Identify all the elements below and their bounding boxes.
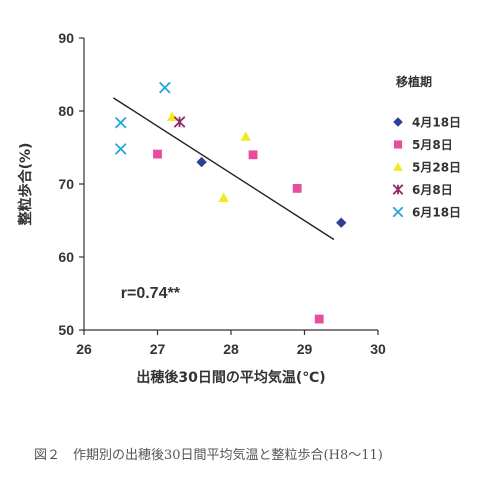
- data-points: [114, 81, 347, 324]
- y-tick-label: 70: [58, 176, 74, 192]
- y-axis-title: 整粒歩合(%): [17, 143, 34, 227]
- legend-marker-x: [392, 206, 404, 218]
- data-point-triangle: [240, 131, 251, 141]
- legend-marker-square: [393, 140, 403, 149]
- data-point-square: [314, 314, 324, 324]
- scatter-chart: 50 60 70 80 90 26 27 28 29 30 整粒歩合(%) 出穂後30日間の平均…: [17, 30, 461, 386]
- legend-entry-label: 4月18日: [412, 116, 461, 130]
- legend-title: 移植期: [396, 74, 432, 89]
- data-point-square: [248, 150, 258, 160]
- data-point-square: [153, 149, 162, 159]
- legend-entry-label: 6月18日: [412, 206, 461, 220]
- data-point-x: [114, 143, 127, 155]
- legend-marker-star: [392, 184, 404, 195]
- y-tick-label: 80: [58, 103, 74, 119]
- x-tick-label: 30: [370, 341, 386, 357]
- x-axis-title: 出穂後30日間の平均気温(℃): [136, 369, 325, 386]
- y-tick-label: 90: [58, 30, 74, 46]
- legend-marker-triangle: [393, 162, 403, 171]
- data-point-star: [173, 116, 186, 128]
- x-ticks: 26 27 28 29 30: [76, 330, 386, 357]
- data-point-square: [292, 183, 302, 193]
- x-tick-label: 28: [223, 341, 239, 357]
- data-point-diamond: [336, 217, 347, 228]
- trendline: [113, 97, 335, 241]
- legend-entry-label: 6月8日: [412, 183, 453, 197]
- correlation-annotation: r=0.74**: [121, 285, 181, 302]
- y-tick-label: 50: [58, 322, 74, 338]
- y-tick-label: 60: [58, 249, 74, 265]
- x-tick-label: 29: [297, 341, 313, 357]
- data-point-diamond: [196, 156, 207, 168]
- data-point-triangle: [167, 111, 178, 121]
- x-tick-label: 27: [150, 341, 166, 357]
- data-point-x: [159, 81, 171, 94]
- data-point-triangle: [218, 192, 229, 203]
- legend-entry-label: 5月8日: [412, 138, 453, 152]
- figure-caption: 図２ 作期別の出穂後30日間平均気温と整粒歩合(H8～11): [34, 448, 383, 463]
- legend-entry-label: 5月28日: [412, 161, 461, 175]
- legend: 移植期 4月18日 5月8日 5月28日 6月8日 6月18日: [392, 74, 461, 220]
- y-ticks: 50 60 70 80 90: [58, 30, 84, 338]
- data-point-x: [114, 116, 127, 129]
- legend-marker-diamond: [393, 117, 403, 127]
- x-tick-label: 26: [76, 341, 92, 357]
